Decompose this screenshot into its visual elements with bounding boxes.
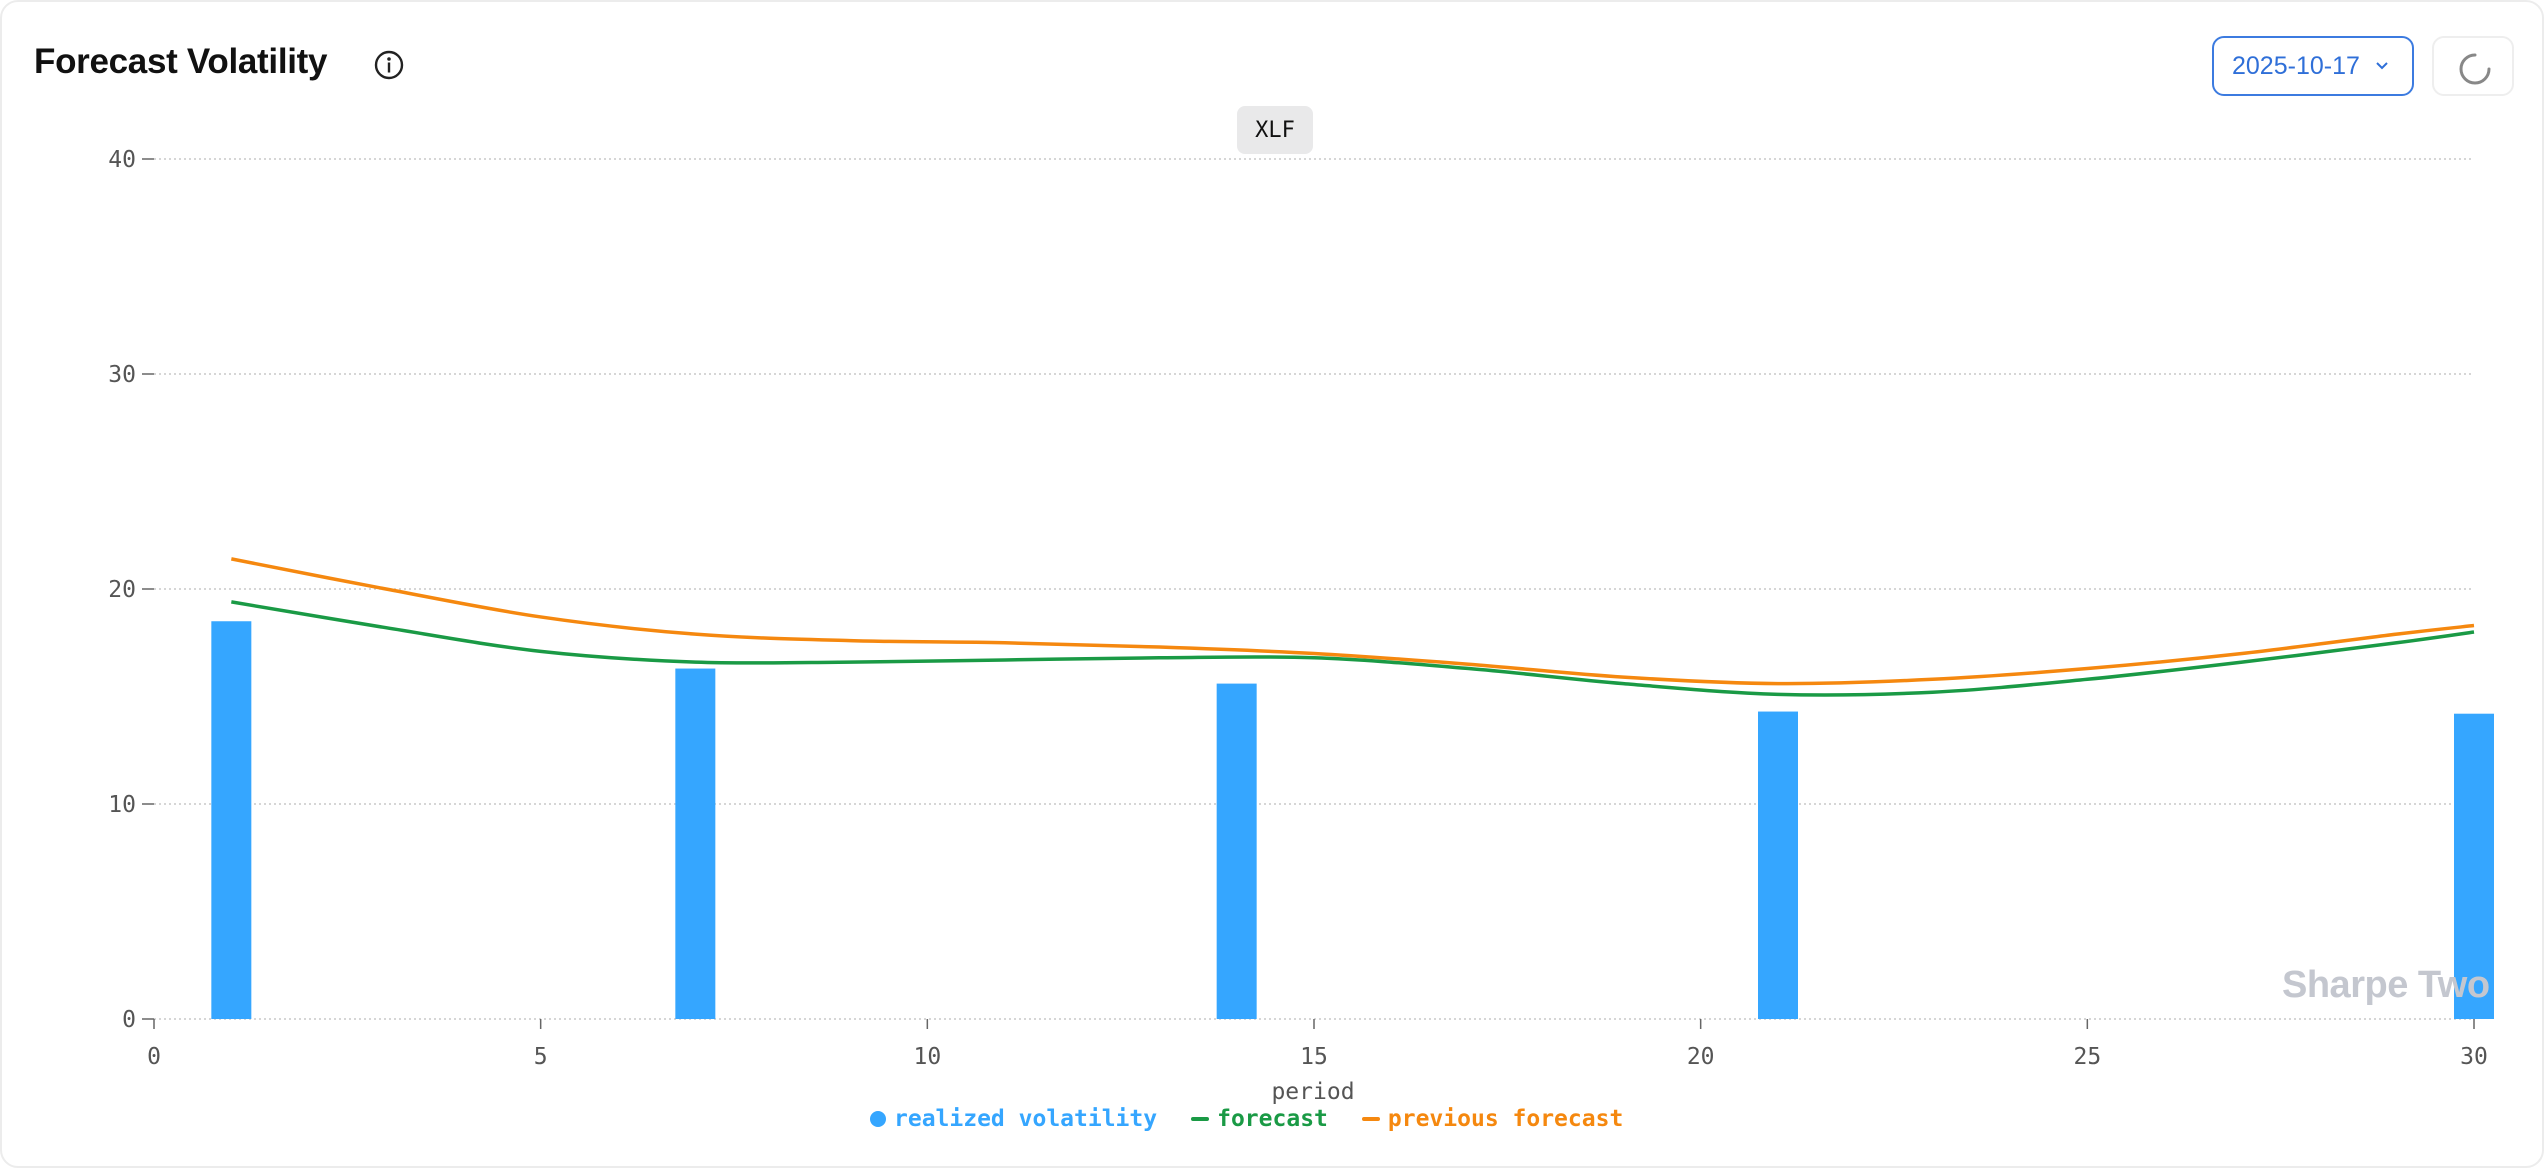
- legend-item-realized-volatility[interactable]: realized volatility: [870, 1106, 1157, 1132]
- date-select[interactable]: 2025-10-17: [2212, 36, 2414, 96]
- bar-realized-volatility[interactable]: [675, 668, 716, 1019]
- page-title: Forecast Volatility: [34, 42, 328, 81]
- loading-spinner-icon: [2459, 53, 2491, 85]
- x-tick-label: 15: [1300, 1044, 1328, 1070]
- legend-label-forecast: forecast: [1217, 1106, 1328, 1132]
- x-tick-label: 25: [2073, 1044, 2101, 1070]
- x-tick-label: 0: [147, 1044, 161, 1070]
- refresh-button[interactable]: [2432, 36, 2514, 96]
- watermark-logo: Sharpe Two: [2282, 964, 2490, 1006]
- x-tick-label: 10: [913, 1044, 941, 1070]
- legend-swatch-forecast: [1191, 1117, 1210, 1121]
- bar-realized-volatility[interactable]: [1758, 711, 1798, 1019]
- legend-item-previous-forecast[interactable]: previous forecast: [1361, 1106, 1624, 1132]
- x-axis-label: period: [1271, 1079, 1354, 1105]
- line-previous-forecast[interactable]: [230, 557, 2475, 686]
- bar-realized-volatility[interactable]: [211, 621, 252, 1019]
- chart-legend: realized volatility forecast previous fo…: [870, 1102, 1623, 1136]
- y-tick-label: 0: [122, 1007, 136, 1033]
- legend-swatch-previous-forecast: [1361, 1117, 1380, 1121]
- y-tick-label: 40: [108, 147, 136, 173]
- date-select-value: 2025-10-17: [2232, 51, 2360, 80]
- bar-realized-volatility[interactable]: [1216, 683, 1257, 1019]
- line-forecast[interactable]: [231, 600, 2475, 697]
- info-icon[interactable]: [372, 48, 406, 82]
- y-tick-label: 10: [108, 792, 136, 818]
- bar-realized-volatility[interactable]: [2454, 713, 2494, 1019]
- x-tick-label: 5: [534, 1044, 548, 1070]
- chevron-down-icon: [2376, 62, 2388, 70]
- legend-label-previous-forecast: previous forecast: [1387, 1106, 1624, 1132]
- series-tag: XLF: [1237, 106, 1313, 154]
- legend-swatch-realized: [870, 1111, 886, 1127]
- x-tick-label: 20: [1687, 1044, 1715, 1070]
- x-tick-label: 30: [2460, 1044, 2488, 1070]
- legend-item-forecast[interactable]: forecast: [1191, 1106, 1328, 1132]
- y-tick-label: 30: [108, 362, 136, 388]
- y-tick-label: 20: [108, 577, 136, 603]
- legend-label-realized: realized volatility: [894, 1106, 1158, 1132]
